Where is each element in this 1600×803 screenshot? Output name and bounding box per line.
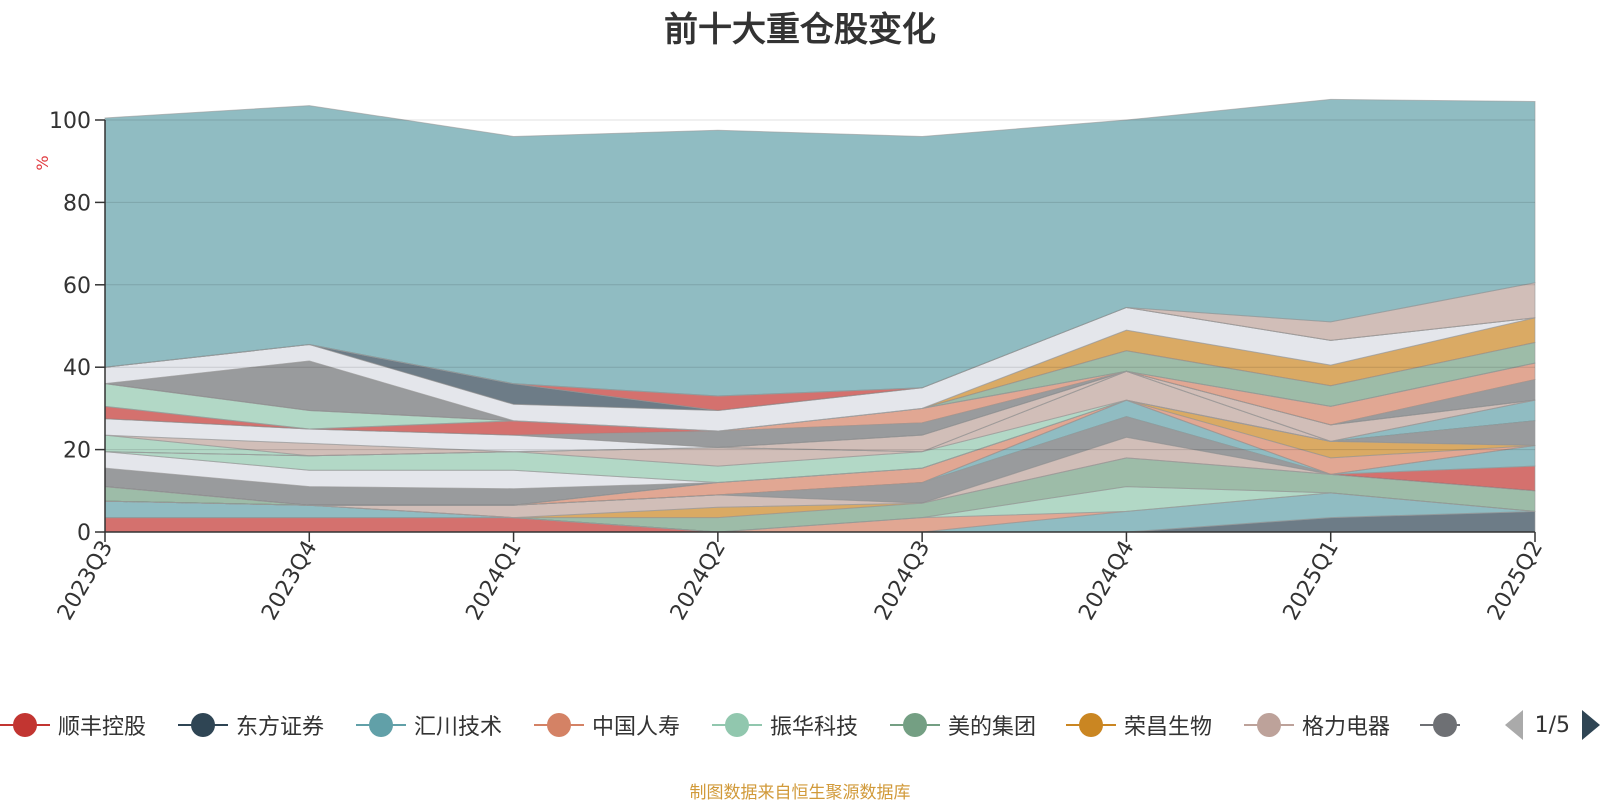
area-series-series-34 bbox=[104, 98, 1536, 397]
legend-prev-arrow-icon[interactable] bbox=[1504, 710, 1523, 740]
x-tick-label: 2025Q2 bbox=[1483, 537, 1548, 625]
legend-item[interactable]: 荣昌生物 bbox=[1066, 705, 1212, 745]
legend-item[interactable]: 美的集团 bbox=[890, 705, 1036, 745]
legend-marker-icon bbox=[534, 711, 584, 739]
legend-marker-icon bbox=[890, 711, 940, 739]
legend-marker-icon bbox=[1420, 711, 1460, 739]
legend-label: 格力电器 bbox=[1302, 715, 1391, 740]
y-tick-label: 100 bbox=[49, 109, 91, 134]
legend-label: 东方证券 bbox=[236, 715, 325, 740]
x-tick-label: 2024Q1 bbox=[461, 537, 526, 625]
legend-marker-icon bbox=[356, 711, 406, 739]
y-tick-label: 40 bbox=[63, 356, 91, 381]
legend-marker-icon bbox=[1066, 711, 1116, 739]
legend-pager: 1/5 bbox=[1504, 705, 1600, 745]
legend: 顺丰控股 东方证券 汇川技术 中国人寿 振华科技 美的集团 荣昌生物 格力电器 兴业银行 1/5 bbox=[0, 705, 1600, 745]
legend-label: 振华科技 bbox=[770, 715, 859, 740]
legend-label: 顺丰控股 bbox=[58, 715, 147, 740]
legend-marker-icon bbox=[0, 711, 50, 739]
legend-label: 中国人寿 bbox=[592, 715, 681, 740]
y-tick-label: 60 bbox=[63, 274, 91, 299]
x-tick-label: 2024Q2 bbox=[666, 537, 731, 625]
legend-item[interactable]: 汇川技术 bbox=[356, 705, 502, 745]
x-tick-label: 2024Q3 bbox=[870, 537, 935, 625]
legend-item[interactable]: 格力电器 bbox=[1244, 705, 1390, 745]
legend-label: 荣昌生物 bbox=[1124, 715, 1213, 740]
y-tick-label: 0 bbox=[77, 521, 91, 546]
legend-item[interactable]: 东方证券 bbox=[178, 705, 324, 745]
chart-title: 前十大重仓股变化 bbox=[664, 10, 936, 50]
source-note: 制图数据来自恒生聚源数据库 bbox=[689, 783, 911, 803]
legend-label: 美的集团 bbox=[948, 715, 1037, 740]
legend-next-arrow-icon[interactable] bbox=[1582, 710, 1600, 740]
legend-marker-icon bbox=[1244, 711, 1294, 739]
legend-item[interactable]: 振华科技 bbox=[712, 705, 858, 745]
legend-marker-icon bbox=[712, 711, 762, 739]
y-axis-unit-label: % bbox=[33, 155, 52, 170]
legend-label: 汇川技术 bbox=[414, 715, 503, 740]
legend-item[interactable]: 兴业银行 bbox=[1420, 705, 1460, 745]
legend-item[interactable]: 中国人寿 bbox=[534, 705, 680, 745]
y-tick-label: 20 bbox=[63, 439, 91, 464]
x-tick-label: 2024Q4 bbox=[1074, 537, 1139, 625]
legend-item[interactable]: 顺丰控股 bbox=[0, 705, 146, 745]
legend-items: 顺丰控股 东方证券 汇川技术 中国人寿 振华科技 美的集团 荣昌生物 格力电器 兴业银行 bbox=[0, 705, 1460, 745]
y-tick-label: 80 bbox=[63, 191, 91, 216]
legend-marker-icon bbox=[178, 711, 228, 739]
x-tick-label: 2025Q1 bbox=[1279, 537, 1344, 625]
area-series-layer bbox=[104, 98, 1536, 533]
legend-page-indicator: 1/5 bbox=[1534, 712, 1570, 738]
x-tick-label: 2023Q4 bbox=[257, 537, 322, 625]
x-tick-label: 2023Q3 bbox=[53, 537, 118, 625]
